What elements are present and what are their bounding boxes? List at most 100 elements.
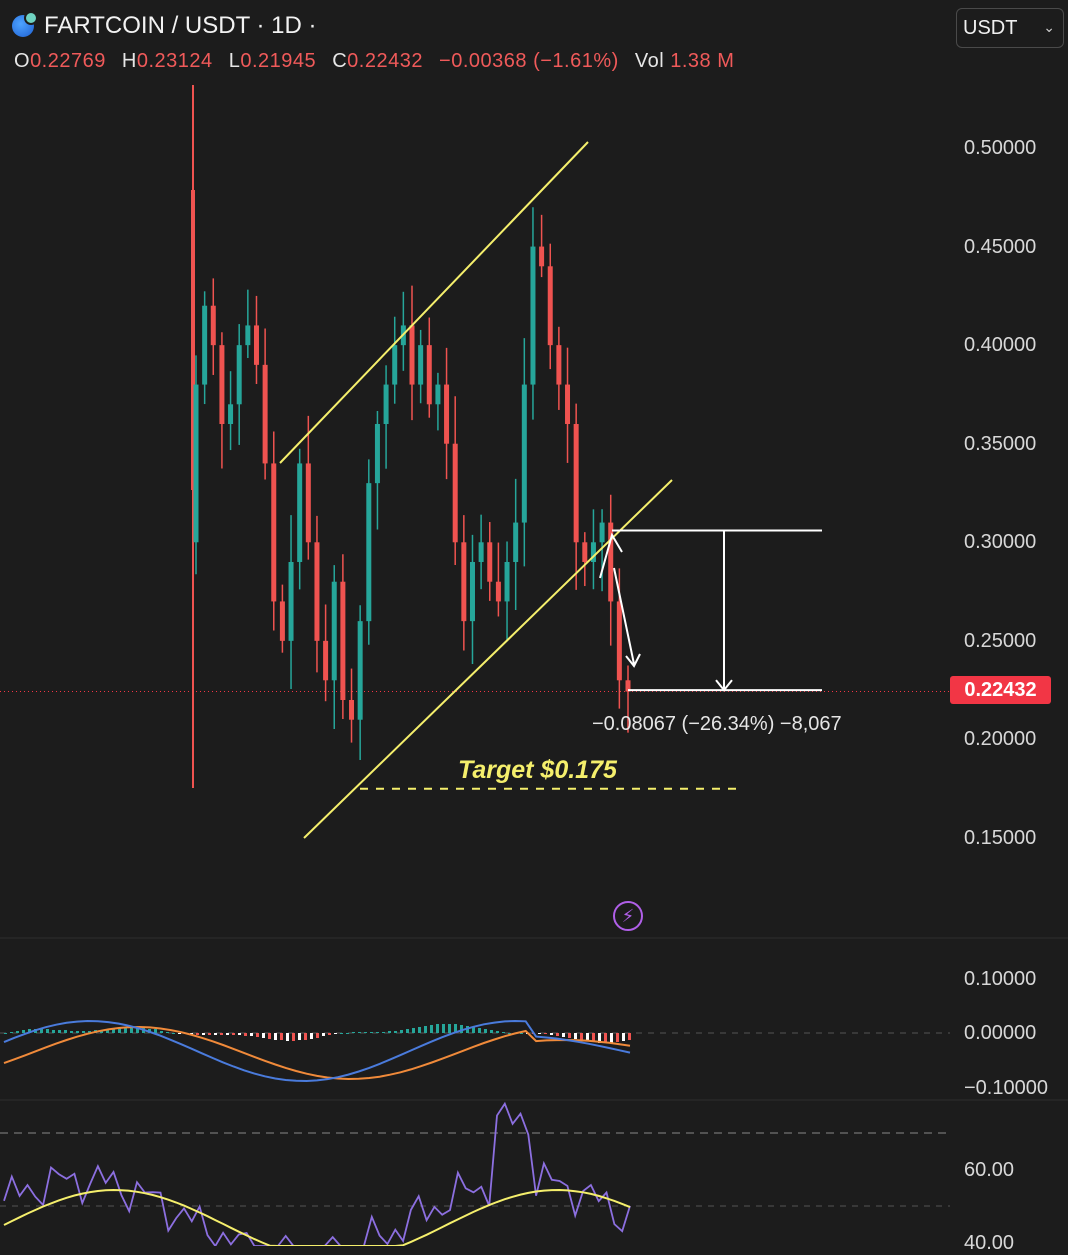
- last-price-tag: 0.22432: [950, 676, 1051, 704]
- fartcoin-logo-icon: [12, 11, 38, 37]
- candle-body: [253, 325, 259, 365]
- candle-body: [202, 305, 208, 385]
- candle-body: [625, 680, 631, 692]
- macd-histogram-bar: [28, 1029, 31, 1033]
- candle-body: [469, 562, 475, 622]
- rsi-line: [3, 1101, 631, 1246]
- price-tick-label: 0.40000: [964, 334, 1037, 356]
- candle-body: [530, 246, 536, 385]
- candle-body: [616, 601, 622, 681]
- candle-body: [565, 384, 571, 424]
- price-tick-label: 0.20000: [964, 728, 1037, 750]
- macd-histogram-bar: [520, 1033, 523, 1034]
- measure-arrowhead: [715, 679, 733, 692]
- macd-histogram-bar: [448, 1024, 451, 1033]
- open-label: O: [14, 50, 31, 72]
- ohlc-readout: O0.22769 H0.23124 L0.21945 C0.22432 −0.0…: [14, 50, 744, 73]
- low-value: 0.21945: [240, 50, 317, 72]
- candle-body: [418, 345, 424, 385]
- close-value: 0.22432: [347, 50, 423, 72]
- price-tick-label: 0.15000: [964, 827, 1037, 849]
- macd-signal-line: [3, 1025, 631, 1081]
- macd-histogram-bar: [580, 1033, 583, 1040]
- macd-histogram-bar: [592, 1033, 595, 1042]
- macd-histogram-bar: [412, 1028, 415, 1033]
- macd-histogram-bar: [304, 1033, 307, 1040]
- macd-histogram-bar: [388, 1031, 391, 1033]
- macd-histogram-bar: [340, 1033, 343, 1034]
- rsi-tick-label: 60.00: [964, 1159, 1015, 1181]
- rsi-tick-label: 40.00: [964, 1232, 1015, 1254]
- breakdown-arrow: [613, 567, 641, 668]
- rsi-ma-line: [3, 1188, 631, 1246]
- macd-histogram-bar: [334, 1033, 337, 1034]
- macd-histogram-bar: [82, 1031, 85, 1033]
- macd-histogram-bar: [214, 1033, 217, 1035]
- macd-histogram-bar: [178, 1033, 181, 1034]
- macd-histogram-bar: [622, 1033, 625, 1041]
- macd-histogram-bar: [574, 1033, 577, 1039]
- candle-body: [521, 384, 527, 523]
- macd-histogram-bar: [418, 1027, 421, 1033]
- macd-histogram-bar: [538, 1033, 541, 1034]
- macd-histogram-bar: [628, 1033, 631, 1040]
- macd-histogram-bar: [424, 1026, 427, 1033]
- macd-histogram-bar: [154, 1029, 157, 1033]
- macd-histogram-bar: [604, 1033, 607, 1043]
- macd-histogram-bar: [58, 1030, 61, 1033]
- macd-histogram-bar: [394, 1031, 397, 1033]
- macd-histogram-bar: [298, 1033, 301, 1040]
- price-tick-label: 0.25000: [964, 630, 1037, 652]
- candle-body: [539, 246, 545, 267]
- candle-body: [219, 345, 225, 424]
- candle-body: [487, 542, 493, 582]
- macd-histogram-bar: [460, 1025, 463, 1033]
- macd-histogram-bar: [376, 1032, 379, 1033]
- macd-histogram-bar: [208, 1033, 211, 1035]
- macd-histogram-bar: [40, 1029, 43, 1033]
- macd-histogram-bar: [232, 1033, 235, 1035]
- macd-histogram-bar: [484, 1029, 487, 1033]
- retest-arrow: [599, 532, 623, 579]
- candle-body: [444, 384, 450, 444]
- macd-histogram-bar: [430, 1025, 433, 1033]
- macd-histogram-bar: [226, 1033, 229, 1035]
- candle-body: [193, 384, 199, 543]
- macd-histogram-bar: [268, 1033, 271, 1039]
- candle-body: [374, 424, 380, 484]
- chevron-down-icon: ⌄: [1043, 19, 1055, 35]
- macd-histogram-bar: [586, 1033, 589, 1041]
- macd-histogram-bar: [70, 1031, 73, 1033]
- macd-histogram-bar: [502, 1032, 505, 1033]
- currency-select[interactable]: USDT ⌄: [956, 8, 1064, 48]
- candle-body: [599, 522, 605, 543]
- lightning-icon[interactable]: ⚡: [613, 901, 643, 931]
- macd-histogram-bar: [4, 1033, 7, 1034]
- candle-body: [547, 266, 553, 346]
- currency-select-value: USDT: [963, 16, 1018, 39]
- macd-histogram-bar: [172, 1033, 175, 1034]
- price-tick-label: 0.45000: [964, 236, 1037, 258]
- macd-histogram-bar: [616, 1033, 619, 1042]
- macd-histogram-bar: [496, 1031, 499, 1033]
- candle-body: [331, 581, 337, 681]
- macd-histogram-bar: [472, 1027, 475, 1033]
- price-tick-label: 0.30000: [964, 531, 1037, 553]
- macd-histogram-bar: [454, 1024, 457, 1033]
- macd-histogram-bar: [196, 1033, 199, 1035]
- macd-histogram-bar: [310, 1033, 313, 1039]
- candle-body: [392, 345, 398, 385]
- macd-histogram-bar: [124, 1027, 127, 1033]
- price-tick-label: 0.50000: [964, 137, 1037, 159]
- macd-histogram-bar: [22, 1030, 25, 1033]
- candle-body: [297, 463, 303, 562]
- macd-histogram-bar: [244, 1033, 247, 1036]
- macd-histogram-bar: [280, 1033, 283, 1040]
- candle-body: [305, 463, 311, 543]
- macd-histogram-bar: [478, 1028, 481, 1033]
- candle-body: [228, 404, 234, 424]
- candle-body: [279, 601, 285, 641]
- candle-body: [452, 443, 458, 543]
- channel-upper-line: [279, 141, 589, 464]
